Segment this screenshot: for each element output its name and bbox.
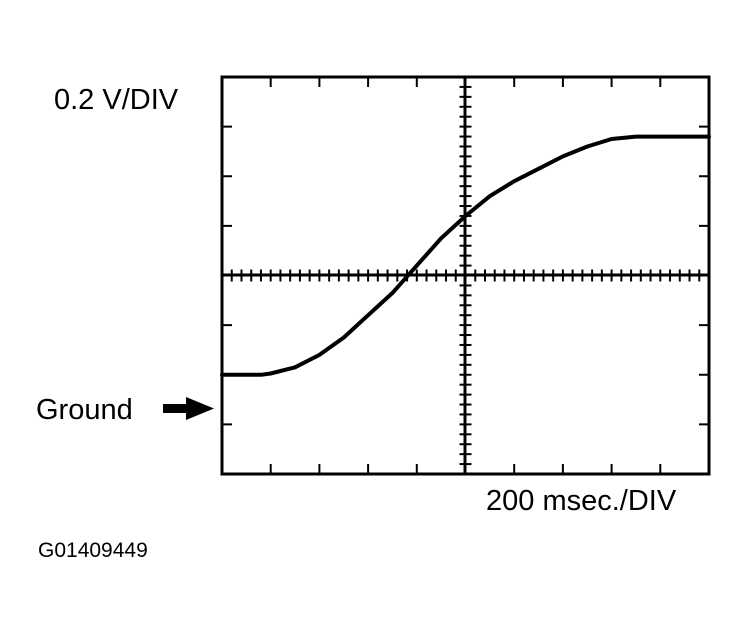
grid-ticks [221, 76, 710, 475]
center-crosshair [222, 77, 709, 474]
signal-trace [220, 134, 711, 377]
vertical-scale-label: 0.2 V/DIV [54, 84, 179, 116]
right-arrow-icon [163, 397, 214, 420]
figure-id-label: G01409449 [38, 539, 148, 562]
horizontal-scale-label: 200 msec./DIV [486, 485, 677, 517]
ground-label: Ground [36, 394, 133, 426]
